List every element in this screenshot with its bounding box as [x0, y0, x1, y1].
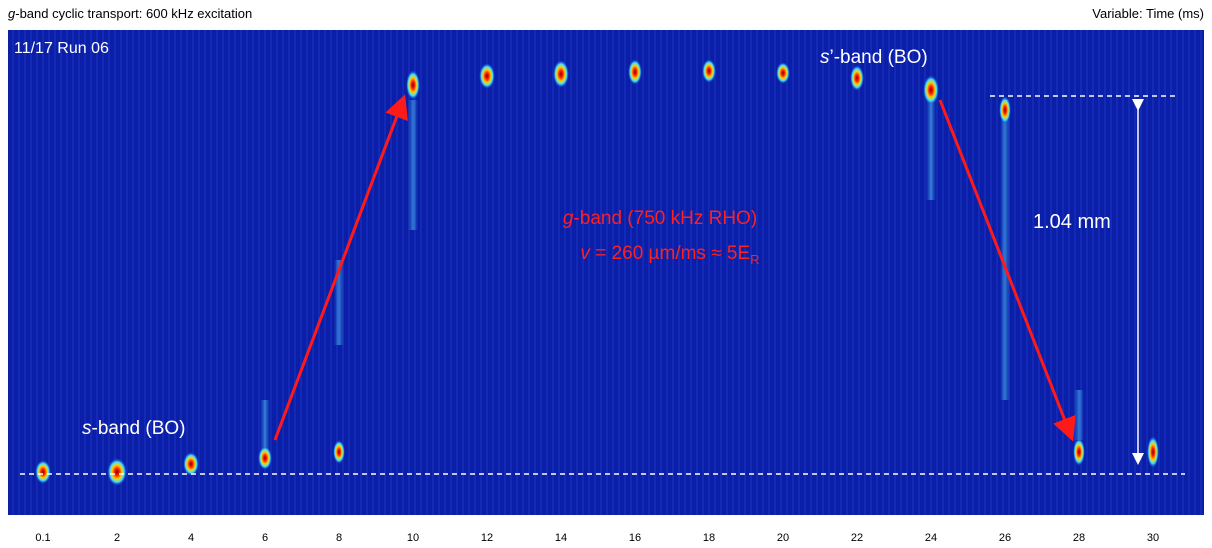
s-italic: s [82, 418, 92, 439]
transport-arrow-up [273, 94, 408, 441]
g-label: g-band (750 kHz RHO) [563, 208, 757, 229]
time-tick-label: 20 [777, 532, 789, 544]
atom-cloud [479, 63, 495, 89]
atom-cloud [702, 59, 716, 83]
velocity-text: = 260 µm/ms ≈ 5E [590, 243, 750, 264]
title-italic: g [8, 6, 16, 21]
distance-label: 1.04 mm [1033, 211, 1111, 233]
atom-cloud [183, 452, 199, 476]
time-tick-label: 14 [555, 532, 567, 544]
streak [1000, 120, 1010, 400]
streak [1074, 390, 1084, 440]
time-tick-label: 0.1 [35, 532, 50, 544]
time-ticks: 0.1 2 4 6 8 10 12 14 16 18 20 22 24 26 28 30 [35, 532, 1159, 544]
time-tick-label: 28 [1073, 532, 1085, 544]
features [35, 59, 1159, 486]
atom-cloud [923, 75, 939, 105]
atom-cloud [776, 62, 790, 84]
g-text: -band (750 kHz RHO) [573, 208, 757, 229]
atom-cloud [553, 60, 569, 88]
transport-arrow-down [938, 99, 1076, 442]
atom-cloud [850, 65, 864, 91]
streak [260, 400, 270, 450]
streak [408, 100, 418, 230]
time-tick-label: 6 [262, 532, 268, 544]
time-tick-label: 30 [1147, 532, 1159, 544]
atom-cloud [333, 440, 345, 464]
velocity-label: v = 260 µm/ms ≈ 5ER [580, 243, 759, 267]
atom-cloud [406, 70, 420, 100]
time-tick-label: 4 [188, 532, 194, 544]
streak [334, 260, 344, 345]
time-tick-label: 2 [114, 532, 120, 544]
atom-cloud [107, 458, 127, 486]
time-tick-label: 8 [336, 532, 342, 544]
atom-cloud [1073, 438, 1085, 466]
s-prime-text: ’-band (BO) [830, 47, 928, 68]
time-tick-label: 26 [999, 532, 1011, 544]
time-tick-label: 12 [481, 532, 493, 544]
title: g-band cyclic transport: 600 kHz excitat… [8, 6, 252, 21]
image-noise [8, 30, 1204, 515]
time-tick-label: 10 [407, 532, 419, 544]
g-italic: g [563, 208, 574, 229]
time-tick-label: 22 [851, 532, 863, 544]
atom-cloud [35, 460, 51, 484]
time-tick-label: 18 [703, 532, 715, 544]
time-tick-label: 24 [925, 532, 937, 544]
variable: Variable: Time (ms) [1092, 6, 1204, 21]
velocity-italic: v [580, 243, 591, 264]
time-tick-label: 16 [629, 532, 641, 544]
s-prime-label: s’-band (BO) [820, 47, 928, 68]
run-label: 11/17 Run 06 [14, 40, 109, 57]
absorption-image [8, 30, 1204, 515]
atom-cloud [628, 59, 642, 85]
s-text: -band (BO) [92, 418, 186, 439]
atom-cloud [258, 446, 272, 470]
s-label: s-band (BO) [82, 418, 185, 439]
atom-cloud [999, 96, 1011, 124]
atom-cloud [1147, 436, 1159, 468]
title-text: -band cyclic transport: 600 kHz excitati… [15, 6, 252, 21]
s-prime-italic: s [820, 47, 830, 68]
streak [926, 100, 936, 200]
velocity-sub: R [750, 252, 759, 267]
